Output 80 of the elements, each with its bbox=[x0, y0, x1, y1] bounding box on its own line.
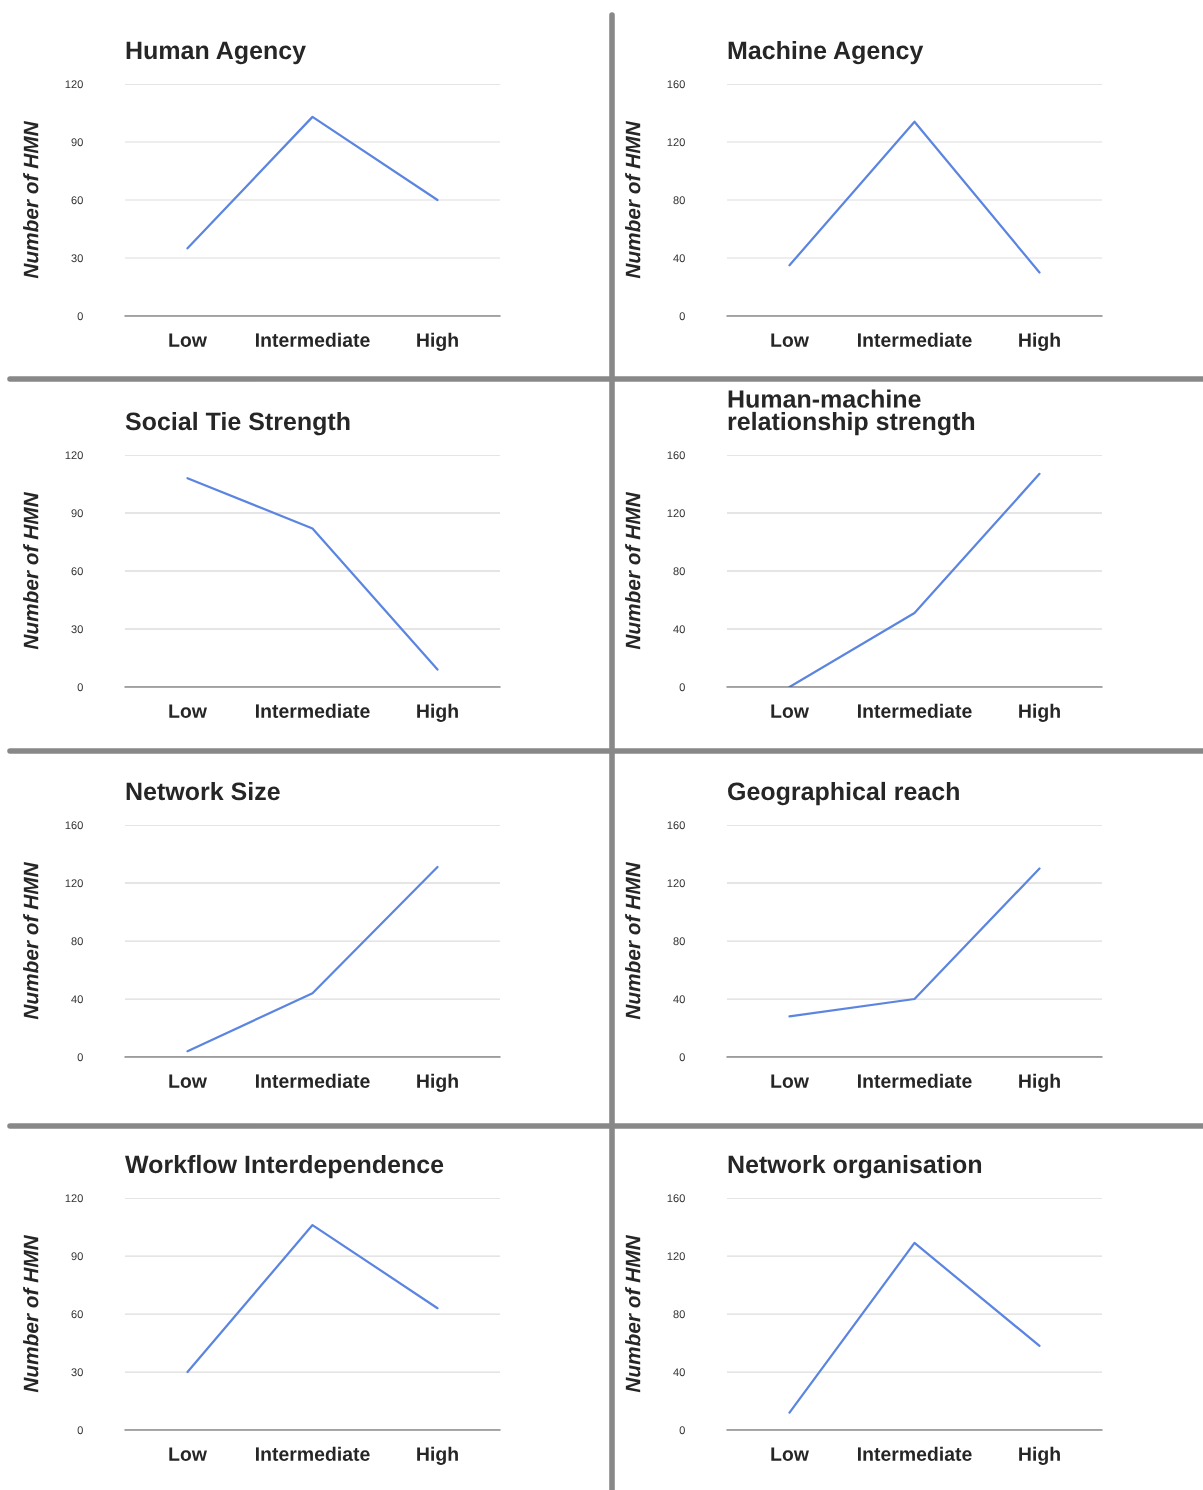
x-tick-label: High bbox=[1019, 703, 1060, 722]
y-axis-title: Number of HMN bbox=[625, 861, 641, 1020]
chart-title: Human-machine relationship strength bbox=[728, 389, 975, 436]
y-axis-title: Number of HMN bbox=[23, 861, 39, 1020]
chart-title: Machine Agency bbox=[728, 40, 924, 65]
x-tick-label: Intermediate bbox=[255, 332, 370, 347]
y-axis-title: Number of HMN bbox=[625, 1234, 641, 1393]
y-tick-label: 0 bbox=[77, 683, 83, 692]
x-tick-label: Low bbox=[169, 1074, 207, 1088]
y-tick-label: 60 bbox=[71, 567, 83, 576]
y-tick-label: 80 bbox=[673, 937, 685, 946]
y-tick-label: 160 bbox=[667, 821, 685, 830]
chart-title: Human Agency bbox=[126, 41, 306, 65]
y-tick-label: 0 bbox=[679, 1426, 685, 1435]
x-tick-label: Intermediate bbox=[255, 1073, 370, 1088]
x-tick-label: Intermediate bbox=[255, 1446, 370, 1461]
y-tick-label: 0 bbox=[679, 683, 685, 692]
y-axis-title: Number of HMN bbox=[625, 491, 641, 650]
x-tick-label: High bbox=[417, 1073, 458, 1092]
y-axis-title: Number of HMN bbox=[23, 120, 39, 279]
y-tick-label: 30 bbox=[71, 1368, 83, 1377]
y-tick-label: 40 bbox=[673, 995, 685, 1004]
x-tick-label: Low bbox=[169, 333, 207, 347]
y-tick-label: 80 bbox=[673, 196, 685, 205]
y-tick-label: 40 bbox=[673, 1368, 685, 1377]
y-tick-label: 160 bbox=[65, 821, 83, 830]
x-tick-label: Intermediate bbox=[857, 703, 972, 718]
y-tick-label: 40 bbox=[673, 625, 685, 634]
y-tick-label: 120 bbox=[667, 879, 685, 888]
y-tick-label: 90 bbox=[71, 138, 83, 147]
x-tick-label: Low bbox=[771, 333, 809, 347]
x-tick-label: High bbox=[417, 703, 458, 722]
x-tick-label: Low bbox=[771, 1447, 809, 1461]
x-tick-label: Intermediate bbox=[857, 1446, 972, 1461]
chart-title: Social Tie Strength bbox=[125, 411, 350, 436]
y-tick-label: 120 bbox=[65, 80, 83, 89]
y-tick-label: 0 bbox=[77, 1053, 83, 1062]
y-tick-label: 120 bbox=[65, 451, 83, 460]
x-tick-label: High bbox=[417, 332, 458, 351]
y-tick-label: 120 bbox=[65, 1194, 83, 1203]
y-tick-label: 60 bbox=[71, 196, 83, 205]
y-tick-label: 120 bbox=[65, 879, 83, 888]
chart-title: Geographical reach bbox=[728, 781, 959, 806]
y-axis-title: Number of HMN bbox=[23, 491, 39, 650]
x-tick-label: Low bbox=[771, 704, 809, 718]
y-tick-label: 40 bbox=[71, 995, 83, 1004]
y-tick-label: 80 bbox=[673, 567, 685, 576]
y-tick-label: 40 bbox=[673, 254, 685, 263]
y-axis-title: Number of HMN bbox=[23, 1234, 39, 1393]
x-tick-label: Low bbox=[771, 1074, 809, 1088]
y-tick-label: 0 bbox=[77, 312, 83, 321]
x-tick-label: Intermediate bbox=[857, 332, 972, 347]
chart-title: Workflow Interdependence bbox=[125, 1154, 444, 1179]
y-tick-label: 60 bbox=[71, 1310, 83, 1319]
y-tick-label: 120 bbox=[667, 509, 685, 518]
y-tick-label: 120 bbox=[667, 1252, 685, 1261]
x-tick-label: High bbox=[1019, 1073, 1060, 1092]
x-tick-label: High bbox=[1019, 332, 1060, 351]
chart-title: Network organisation bbox=[728, 1154, 982, 1179]
y-tick-label: 0 bbox=[77, 1426, 83, 1435]
y-tick-label: 0 bbox=[679, 312, 685, 321]
chart-title: Network Size bbox=[126, 781, 280, 801]
x-tick-label: Intermediate bbox=[255, 703, 370, 718]
y-tick-label: 160 bbox=[667, 451, 685, 460]
y-tick-label: 120 bbox=[667, 138, 685, 147]
x-tick-label: High bbox=[417, 1446, 458, 1465]
x-tick-label: High bbox=[1019, 1446, 1060, 1465]
x-tick-label: Low bbox=[169, 704, 207, 718]
x-tick-label: Low bbox=[169, 1447, 207, 1461]
y-tick-label: 90 bbox=[71, 1252, 83, 1261]
y-axis-title: Number of HMN bbox=[625, 120, 641, 279]
x-tick-label: Intermediate bbox=[857, 1073, 972, 1088]
y-tick-label: 80 bbox=[71, 937, 83, 946]
y-tick-label: 80 bbox=[673, 1310, 685, 1319]
y-tick-label: 30 bbox=[71, 254, 83, 263]
y-tick-label: 0 bbox=[679, 1053, 685, 1062]
y-tick-label: 160 bbox=[667, 1194, 685, 1203]
y-tick-label: 160 bbox=[667, 80, 685, 89]
y-tick-label: 90 bbox=[71, 509, 83, 518]
y-tick-label: 30 bbox=[71, 625, 83, 634]
